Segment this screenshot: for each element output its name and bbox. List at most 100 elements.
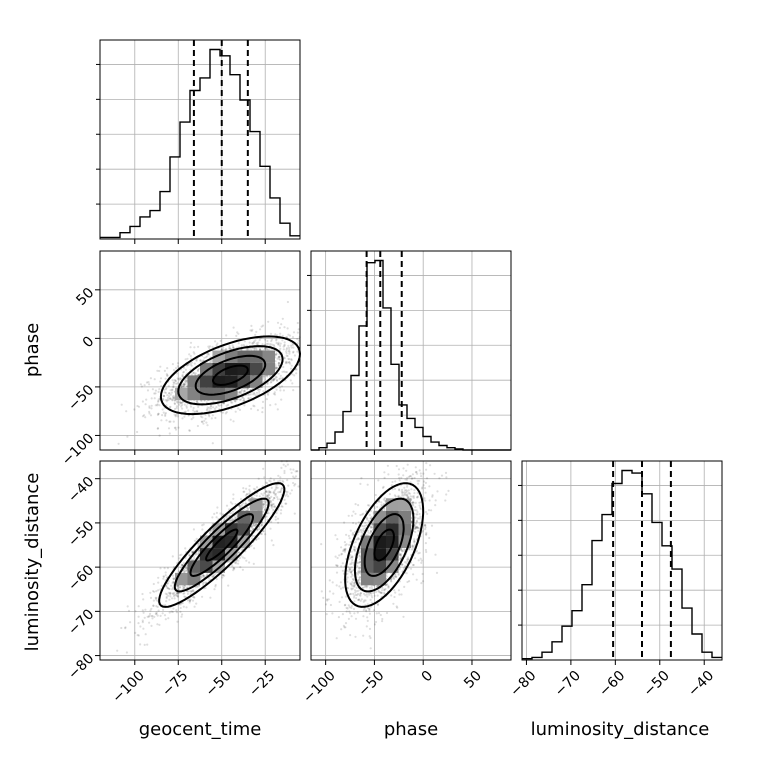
scatter-point <box>178 378 181 381</box>
histogram-phase <box>311 259 511 451</box>
scatter-point <box>232 346 235 349</box>
scatter-point <box>234 410 237 413</box>
scatter-point <box>277 341 280 344</box>
scatter-point <box>240 389 243 392</box>
scatter-point <box>279 479 282 482</box>
scatter-point <box>192 416 195 419</box>
scatter-point <box>344 622 348 625</box>
scatter-point <box>286 354 289 358</box>
scatter-point <box>193 362 196 365</box>
scatter-point <box>192 528 195 531</box>
scatter-point <box>125 410 128 413</box>
scatter-point <box>260 325 263 328</box>
scatter-point <box>116 649 119 652</box>
scatter-point <box>193 352 196 355</box>
scatter-point <box>172 577 175 580</box>
scatter-point <box>179 401 182 404</box>
scatter-point <box>148 406 151 409</box>
scatter-point <box>273 505 276 508</box>
scatter-point <box>133 408 136 411</box>
scatter-point <box>278 355 281 359</box>
scatter-point <box>288 358 291 361</box>
scatter-point <box>232 346 235 349</box>
scatter-point <box>272 544 275 547</box>
scatter-point <box>171 396 174 399</box>
scatter-point <box>266 392 269 395</box>
scatter-point <box>232 567 235 570</box>
scatter-point <box>172 386 175 389</box>
scatter-point <box>167 385 170 388</box>
scatter-point <box>168 611 171 614</box>
scatter-point <box>291 373 294 376</box>
scatter-point <box>347 514 350 517</box>
scatter-point <box>267 393 270 396</box>
scatter-point <box>225 504 229 507</box>
scatter-point <box>196 424 199 428</box>
scatter-point <box>292 331 296 334</box>
scatter-point <box>202 581 206 584</box>
scatter-point <box>193 605 196 608</box>
scatter-point <box>164 399 167 402</box>
scatter-point <box>267 320 270 323</box>
scatter-point <box>228 346 231 349</box>
scatter-point <box>156 403 159 406</box>
scatter-point <box>263 375 266 378</box>
scatter-point <box>148 383 151 386</box>
scatter-point <box>157 390 160 393</box>
scatter-point <box>167 396 170 400</box>
scatter-point <box>285 371 288 374</box>
scatter-point <box>227 584 230 587</box>
scatter-point <box>246 347 249 350</box>
scatter-point <box>284 502 287 505</box>
scatter-point <box>152 599 155 602</box>
scatter-point <box>166 398 169 401</box>
scatter-point <box>210 404 213 407</box>
scatter-point <box>266 339 269 343</box>
scatter-point <box>168 432 171 435</box>
scatter-point <box>127 609 131 612</box>
scatter-point <box>242 490 245 493</box>
scatter-point <box>175 593 178 596</box>
scatter-point <box>222 346 225 349</box>
scatter-point <box>291 382 294 385</box>
scatter-point <box>279 512 282 515</box>
scatter-point <box>143 414 146 417</box>
scatter-point <box>269 477 272 480</box>
scatter-point <box>270 506 273 509</box>
scatter-point <box>240 392 243 395</box>
scatter-point <box>161 414 164 417</box>
scatter-point <box>262 500 266 503</box>
scatter-point <box>353 612 356 615</box>
scatter-point <box>182 370 185 373</box>
scatter-point <box>349 634 352 637</box>
scatter-point <box>250 526 253 529</box>
scatter-point <box>171 398 174 401</box>
panel-frame <box>310 250 512 451</box>
scatter-point <box>205 356 208 359</box>
scatter-point <box>239 391 242 394</box>
scatter-point <box>206 353 209 356</box>
scatter-point <box>282 365 285 369</box>
scatter-point <box>206 355 209 358</box>
scatter-point <box>141 592 144 596</box>
panel-frame <box>99 39 301 240</box>
scatter-point <box>185 405 188 408</box>
scatter-point <box>197 367 200 370</box>
scatter-point <box>281 317 284 320</box>
scatter-point <box>171 388 174 391</box>
scatter-point <box>156 605 159 609</box>
scatter-point <box>221 576 224 579</box>
y-tick-label: −50 <box>65 382 97 414</box>
scatter-point <box>153 392 156 395</box>
scatter-point <box>425 468 428 471</box>
scatter-point <box>183 595 186 598</box>
scatter-point <box>278 356 281 359</box>
scatter-point <box>201 416 204 419</box>
scatter-point <box>222 402 225 405</box>
scatter-point <box>144 633 147 636</box>
scatter-point <box>274 403 277 406</box>
scatter-point <box>163 369 166 372</box>
scatter-point <box>381 617 384 621</box>
scatter-point <box>162 411 165 414</box>
scatter-point <box>278 386 282 389</box>
